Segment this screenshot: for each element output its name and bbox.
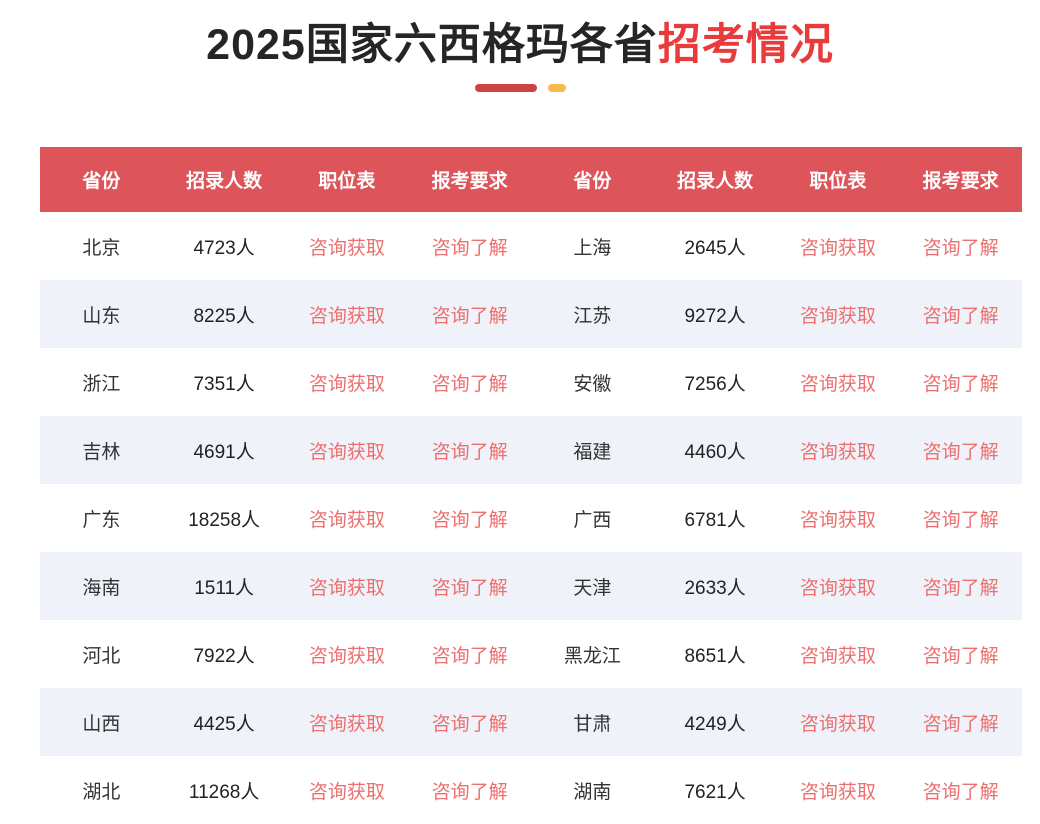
- cell-province: 上海: [573, 237, 612, 259]
- table-row: 北京 4723人 咨询获取 咨询了解 上海 2645人 咨询获取 咨询了解: [40, 212, 1022, 280]
- link-apply-requirements[interactable]: 咨询了解: [922, 645, 999, 667]
- header-cell-requirements: 报考要求: [922, 171, 999, 192]
- table-row: 河北 7922人 咨询获取 咨询了解 黑龙江 8651人 咨询获取 咨询了解: [40, 620, 1022, 688]
- cell-recruit-count: 4723人: [193, 237, 255, 259]
- table-row: 广东 18258人 咨询获取 咨询了解 广西 6781人 咨询获取 咨询了解: [40, 484, 1022, 552]
- header-cell-recruit-count: 招录人数: [677, 171, 754, 192]
- recruitment-table: 省份 招录人数 职位表 报考要求 省份 招录人数 职位表 报考要求 北京 4723…: [40, 147, 1022, 824]
- link-apply-requirements[interactable]: 咨询了解: [431, 441, 508, 463]
- cell-province: 北京: [82, 237, 121, 259]
- link-apply-requirements[interactable]: 咨询了解: [431, 713, 508, 735]
- title-underline-red-bar: [474, 84, 537, 93]
- cell-province: 浙江: [82, 373, 121, 395]
- link-position-table[interactable]: 咨询获取: [308, 713, 385, 735]
- link-apply-requirements[interactable]: 咨询了解: [922, 713, 999, 735]
- table-row: 海南 1511人 咨询获取 咨询了解 天津 2633人 咨询获取 咨询了解: [40, 552, 1022, 620]
- link-position-table[interactable]: 咨询获取: [308, 577, 385, 599]
- link-position-table[interactable]: 咨询获取: [308, 645, 385, 667]
- cell-recruit-count: 2645人: [684, 237, 746, 259]
- link-position-table[interactable]: 咨询获取: [308, 509, 385, 531]
- cell-province: 广西: [573, 509, 612, 531]
- cell-province: 甘肃: [573, 713, 612, 735]
- cell-province: 山东: [82, 305, 121, 327]
- cell-province: 湖南: [573, 781, 612, 803]
- cell-province: 福建: [573, 441, 612, 463]
- link-apply-requirements[interactable]: 咨询了解: [431, 645, 508, 667]
- link-position-table[interactable]: 咨询获取: [308, 305, 385, 327]
- header-cell-recruit-count: 招录人数: [186, 171, 263, 192]
- header-cell-requirements: 报考要求: [431, 171, 508, 192]
- header-cell-province: 省份: [82, 171, 121, 192]
- cell-province: 海南: [82, 577, 121, 599]
- cell-recruit-count: 2633人: [684, 577, 746, 599]
- link-apply-requirements[interactable]: 咨询了解: [922, 509, 999, 531]
- link-apply-requirements[interactable]: 咨询了解: [922, 305, 999, 327]
- table-row: 山西 4425人 咨询获取 咨询了解 甘肃 4249人 咨询获取 咨询了解: [40, 688, 1022, 756]
- cell-recruit-count: 7922人: [193, 645, 255, 667]
- header-cell-position-table: 职位表: [318, 171, 376, 192]
- cell-recruit-count: 8225人: [193, 305, 255, 327]
- cell-recruit-count: 4691人: [193, 441, 255, 463]
- page-title-red: 招考情况: [657, 21, 834, 69]
- link-apply-requirements[interactable]: 咨询了解: [431, 305, 508, 327]
- cell-recruit-count: 8651人: [684, 645, 746, 667]
- cell-province: 广东: [82, 509, 121, 531]
- link-apply-requirements[interactable]: 咨询了解: [922, 441, 999, 463]
- table-row: 湖北 11268人 咨询获取 咨询了解 湖南 7621人 咨询获取 咨询了解: [40, 756, 1022, 824]
- link-position-table[interactable]: 咨询获取: [799, 645, 876, 667]
- cell-recruit-count: 18258人: [188, 509, 261, 531]
- link-position-table[interactable]: 咨询获取: [308, 373, 385, 395]
- page-title-black: 2025国家六西格玛各省: [206, 21, 658, 69]
- link-position-table[interactable]: 咨询获取: [799, 781, 876, 803]
- cell-recruit-count: 7621人: [684, 781, 746, 803]
- cell-recruit-count: 4425人: [193, 713, 255, 735]
- table-header-row: 省份 招录人数 职位表 报考要求 省份 招录人数 职位表 报考要求: [40, 147, 1022, 212]
- header-cell-province: 省份: [573, 171, 612, 192]
- cell-recruit-count: 1511人: [194, 577, 255, 599]
- link-apply-requirements[interactable]: 咨询了解: [922, 781, 999, 803]
- link-apply-requirements[interactable]: 咨询了解: [922, 577, 999, 599]
- link-position-table[interactable]: 咨询获取: [799, 577, 876, 599]
- link-position-table[interactable]: 咨询获取: [799, 237, 876, 259]
- link-position-table[interactable]: 咨询获取: [308, 237, 385, 259]
- cell-province: 江苏: [573, 305, 612, 327]
- link-position-table[interactable]: 咨询获取: [308, 441, 385, 463]
- cell-province: 湖北: [82, 781, 121, 803]
- link-apply-requirements[interactable]: 咨询了解: [431, 509, 508, 531]
- table-body: 北京 4723人 咨询获取 咨询了解 上海 2645人 咨询获取 咨询了解 山东 8225人 咨询获…: [40, 212, 1022, 824]
- cell-recruit-count: 4460人: [684, 441, 746, 463]
- link-position-table[interactable]: 咨询获取: [308, 781, 385, 803]
- link-apply-requirements[interactable]: 咨询了解: [431, 373, 508, 395]
- cell-recruit-count: 6781人: [684, 509, 746, 531]
- link-apply-requirements[interactable]: 咨询了解: [431, 577, 508, 599]
- table-row: 山东 8225人 咨询获取 咨询了解 江苏 9272人 咨询获取 咨询了解: [40, 280, 1022, 348]
- link-apply-requirements[interactable]: 咨询了解: [431, 781, 508, 803]
- cell-province: 安徽: [573, 373, 612, 395]
- cell-recruit-count: 9272人: [684, 305, 746, 327]
- table-row: 吉林 4691人 咨询获取 咨询了解 福建 4460人 咨询获取 咨询了解: [40, 416, 1022, 484]
- cell-recruit-count: 11268人: [188, 781, 260, 803]
- link-apply-requirements[interactable]: 咨询了解: [431, 237, 508, 259]
- cell-province: 黑龙江: [563, 645, 621, 667]
- link-position-table[interactable]: 咨询获取: [799, 441, 876, 463]
- cell-recruit-count: 7256人: [684, 373, 746, 395]
- link-position-table[interactable]: 咨询获取: [799, 373, 876, 395]
- cell-province: 山西: [82, 713, 121, 735]
- cell-province: 河北: [82, 645, 121, 667]
- link-position-table[interactable]: 咨询获取: [799, 305, 876, 327]
- page-title: 2025国家六西格玛各省招考情况: [0, 21, 1040, 69]
- cell-province: 天津: [573, 577, 612, 599]
- cell-recruit-count: 7351人: [193, 373, 255, 395]
- table-row: 浙江 7351人 咨询获取 咨询了解 安徽 7256人 咨询获取 咨询了解: [40, 348, 1022, 416]
- link-apply-requirements[interactable]: 咨询了解: [922, 237, 999, 259]
- header-cell-position-table: 职位表: [809, 171, 867, 192]
- title-underline-orange-bar: [547, 84, 566, 93]
- link-position-table[interactable]: 咨询获取: [799, 713, 876, 735]
- cell-province: 吉林: [82, 441, 121, 463]
- title-decoration: [0, 84, 1040, 93]
- cell-recruit-count: 4249人: [684, 713, 746, 735]
- link-position-table[interactable]: 咨询获取: [799, 509, 876, 531]
- link-apply-requirements[interactable]: 咨询了解: [922, 373, 999, 395]
